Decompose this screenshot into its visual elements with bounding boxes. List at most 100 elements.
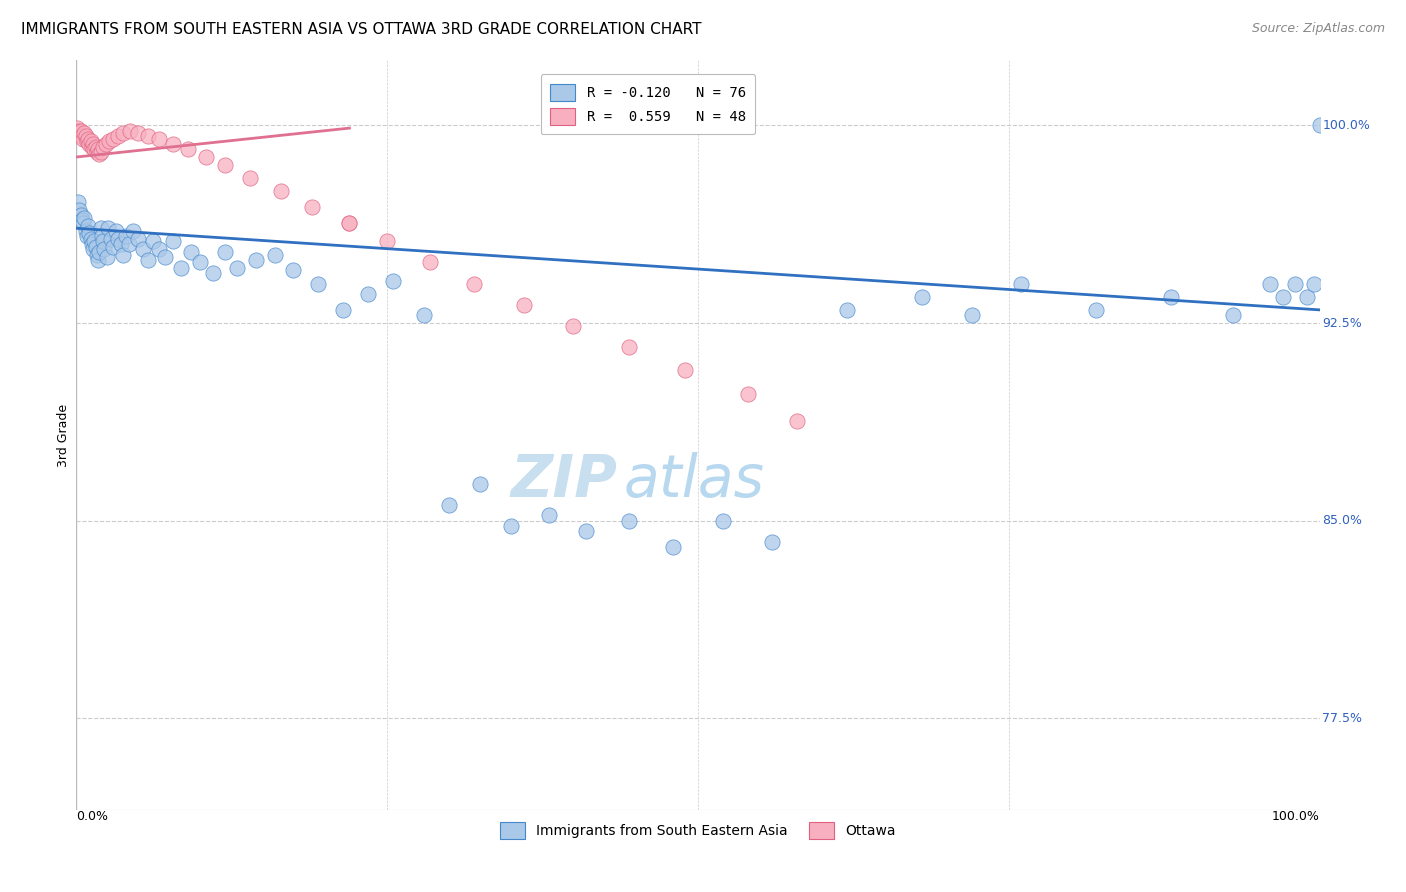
Point bbox=[69, 127, 91, 141]
Point bbox=[382, 274, 405, 288]
Point bbox=[89, 147, 111, 161]
Point bbox=[911, 290, 934, 304]
Point bbox=[195, 150, 218, 164]
Point bbox=[66, 121, 89, 136]
Point bbox=[98, 134, 121, 148]
Point bbox=[79, 134, 101, 148]
Point bbox=[136, 252, 159, 267]
Point bbox=[118, 237, 141, 252]
Point bbox=[786, 413, 808, 427]
Point bbox=[162, 136, 184, 151]
Point bbox=[77, 219, 100, 233]
Point bbox=[136, 128, 159, 143]
Point bbox=[162, 235, 184, 249]
Point bbox=[537, 508, 560, 523]
Point bbox=[214, 158, 236, 172]
Point bbox=[101, 240, 124, 254]
Point bbox=[357, 287, 380, 301]
Text: 0.0%: 0.0% bbox=[76, 811, 108, 823]
Point bbox=[188, 255, 211, 269]
Point bbox=[835, 302, 858, 317]
Point bbox=[737, 387, 759, 401]
Point bbox=[90, 145, 112, 159]
Point bbox=[84, 240, 107, 254]
Point bbox=[1010, 277, 1032, 291]
Point bbox=[90, 221, 112, 235]
Point bbox=[75, 128, 97, 143]
Point bbox=[1160, 290, 1182, 304]
Point bbox=[283, 263, 305, 277]
Point bbox=[201, 266, 224, 280]
Point bbox=[91, 235, 114, 249]
Point bbox=[148, 242, 170, 256]
Point bbox=[79, 232, 101, 246]
Text: 77.5%: 77.5% bbox=[1323, 712, 1362, 725]
Point bbox=[107, 232, 129, 246]
Point bbox=[107, 128, 129, 143]
Point bbox=[75, 224, 97, 238]
Point bbox=[761, 534, 783, 549]
Point bbox=[619, 340, 641, 354]
Point bbox=[960, 308, 983, 322]
Point bbox=[501, 519, 523, 533]
Point bbox=[148, 131, 170, 145]
Point bbox=[83, 235, 105, 249]
Point bbox=[132, 242, 155, 256]
Legend: Immigrants from South Eastern Asia, Ottawa: Immigrants from South Eastern Asia, Otta… bbox=[495, 817, 901, 845]
Point bbox=[100, 232, 122, 246]
Text: ZIP: ZIP bbox=[510, 451, 617, 508]
Point bbox=[463, 277, 485, 291]
Point bbox=[180, 244, 202, 259]
Point bbox=[468, 476, 491, 491]
Point bbox=[301, 200, 323, 214]
Point bbox=[307, 277, 329, 291]
Point bbox=[122, 224, 145, 238]
Point bbox=[72, 216, 94, 230]
Point bbox=[114, 229, 136, 244]
Point bbox=[87, 252, 110, 267]
Point bbox=[111, 127, 134, 141]
Point bbox=[1302, 277, 1324, 291]
Point bbox=[214, 244, 236, 259]
Text: 100.0%: 100.0% bbox=[1323, 119, 1371, 132]
Point bbox=[82, 242, 104, 256]
Point bbox=[270, 185, 292, 199]
Point bbox=[76, 229, 98, 244]
Point bbox=[711, 514, 734, 528]
Text: 85.0%: 85.0% bbox=[1323, 514, 1362, 527]
Point bbox=[69, 208, 91, 222]
Y-axis label: 3rd Grade: 3rd Grade bbox=[58, 403, 70, 467]
Point bbox=[89, 244, 111, 259]
Point bbox=[575, 524, 598, 539]
Text: IMMIGRANTS FROM SOUTH EASTERN ASIA VS OTTAWA 3RD GRADE CORRELATION CHART: IMMIGRANTS FROM SOUTH EASTERN ASIA VS OT… bbox=[21, 22, 702, 37]
Point bbox=[96, 250, 118, 264]
Text: Source: ZipAtlas.com: Source: ZipAtlas.com bbox=[1251, 22, 1385, 36]
Point bbox=[332, 302, 354, 317]
Point bbox=[155, 250, 177, 264]
Point bbox=[339, 216, 361, 230]
Point bbox=[84, 139, 107, 153]
Point bbox=[375, 235, 398, 249]
Point bbox=[73, 211, 96, 225]
Point bbox=[79, 136, 101, 151]
Point bbox=[177, 142, 200, 156]
Point bbox=[1258, 277, 1281, 291]
Point bbox=[226, 260, 249, 275]
Point bbox=[69, 124, 91, 138]
Point bbox=[1309, 119, 1331, 133]
Point bbox=[86, 145, 108, 159]
Point bbox=[91, 139, 114, 153]
Text: 100.0%: 100.0% bbox=[1272, 811, 1320, 823]
Point bbox=[437, 498, 460, 512]
Point bbox=[662, 540, 685, 554]
Point bbox=[127, 127, 149, 141]
Text: atlas: atlas bbox=[623, 451, 763, 508]
Point bbox=[673, 363, 696, 377]
Point bbox=[339, 216, 361, 230]
Point bbox=[67, 124, 90, 138]
Point bbox=[120, 124, 142, 138]
Point bbox=[101, 131, 124, 145]
Point bbox=[512, 298, 534, 312]
Point bbox=[239, 171, 262, 186]
Point bbox=[87, 142, 110, 156]
